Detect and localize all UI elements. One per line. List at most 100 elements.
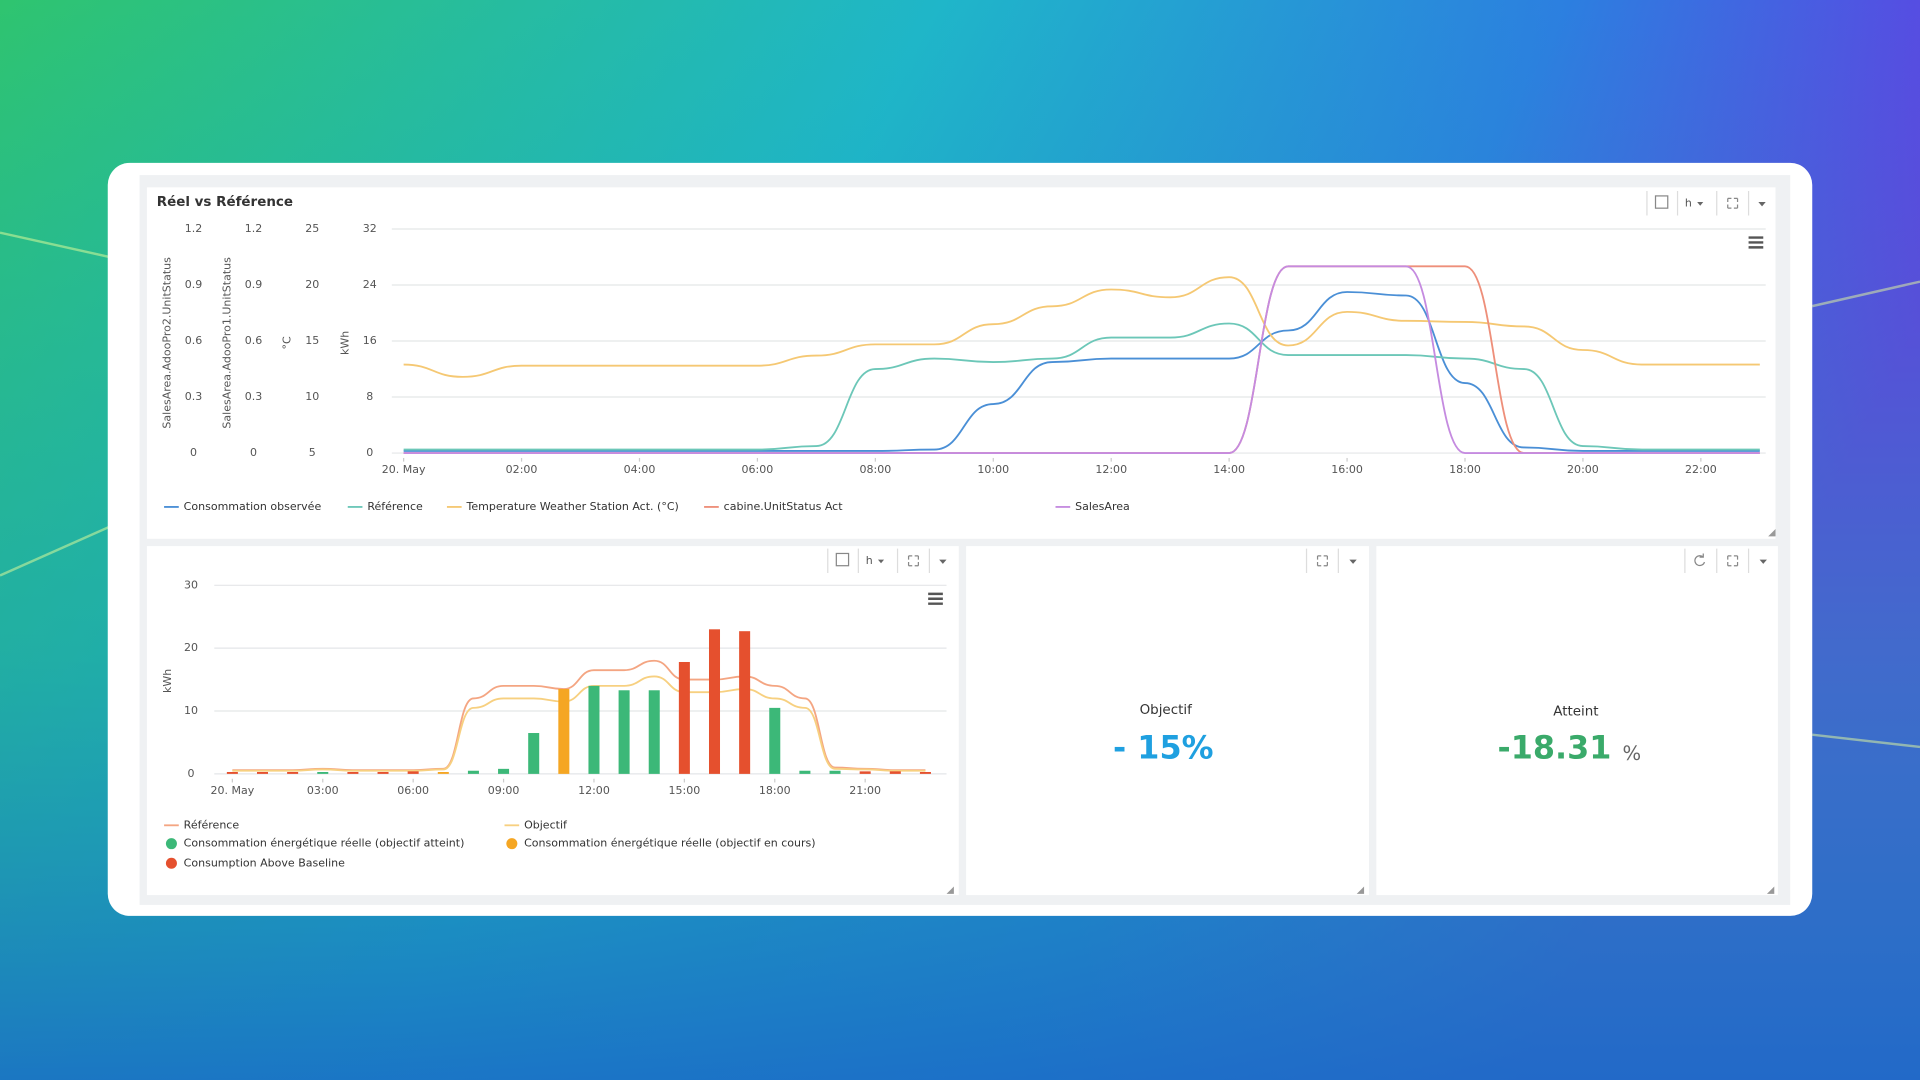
y-tick-label: 10 bbox=[305, 390, 319, 403]
range-button[interactable]: h bbox=[1685, 196, 1692, 209]
legend-label[interactable]: Temperature Weather Station Act. (°C) bbox=[466, 500, 679, 513]
fullscreen-button[interactable] bbox=[907, 555, 919, 567]
x-tick-label: 16:00 bbox=[1331, 463, 1363, 476]
y-tick-label: 24 bbox=[363, 278, 377, 291]
light-streak bbox=[0, 231, 1920, 749]
y-tick-label: 20 bbox=[305, 278, 319, 291]
fullscreen-button[interactable] bbox=[1316, 555, 1328, 567]
x-tick-label: 15:00 bbox=[668, 784, 700, 797]
toolbar bbox=[1305, 548, 1767, 574]
x-tick-label: 03:00 bbox=[307, 784, 339, 797]
x-tick-label: 06:00 bbox=[742, 463, 774, 476]
y-tick-label: 15 bbox=[305, 334, 319, 347]
y-tick-label: 0.3 bbox=[245, 390, 263, 403]
y-tick-label: 0.9 bbox=[185, 278, 203, 291]
y-tick-label: 1.2 bbox=[245, 222, 263, 235]
calendar-button[interactable] bbox=[835, 552, 850, 567]
y-tick-label: 0 bbox=[190, 446, 197, 459]
calendar-button[interactable] bbox=[1654, 195, 1669, 209]
bar bbox=[377, 771, 389, 774]
bar bbox=[226, 771, 238, 774]
legend-label[interactable]: Consommation énergétique réelle (objecti… bbox=[184, 837, 465, 850]
bar bbox=[739, 631, 751, 774]
bar bbox=[829, 770, 841, 774]
series-line bbox=[403, 265, 1760, 454]
y-axis-title: kWh bbox=[161, 669, 174, 693]
fullscreen-button[interactable] bbox=[1727, 197, 1739, 209]
series-line bbox=[403, 276, 1760, 378]
bar bbox=[407, 771, 419, 774]
bar bbox=[528, 733, 540, 774]
legend-label[interactable]: Consumption Above Baseline bbox=[184, 856, 345, 869]
toolbar: h bbox=[1646, 191, 1766, 249]
bar bbox=[708, 629, 721, 774]
legend-swatch bbox=[165, 838, 177, 850]
x-tick-label: 08:00 bbox=[859, 463, 891, 476]
panel bbox=[966, 546, 1369, 896]
kpi-value: - 15% bbox=[1113, 728, 1213, 766]
y-axis-title: kWh bbox=[338, 331, 351, 355]
menu-caret[interactable] bbox=[1758, 202, 1766, 207]
bar bbox=[859, 771, 871, 774]
legend-swatch bbox=[165, 857, 177, 869]
y-tick-label: 0.6 bbox=[185, 334, 203, 347]
menu-caret[interactable] bbox=[1759, 559, 1767, 564]
range-button[interactable]: h bbox=[866, 554, 873, 567]
kpi-label: Atteint bbox=[1553, 704, 1598, 719]
fullscreen-button[interactable] bbox=[1727, 555, 1739, 567]
legend-label[interactable]: Consommation observée bbox=[184, 500, 322, 513]
chart-menu[interactable] bbox=[1748, 236, 1764, 249]
x-tick-label: 04:00 bbox=[624, 463, 656, 476]
x-tick-label: 12:00 bbox=[578, 784, 610, 797]
legend-label[interactable]: Objectif bbox=[524, 818, 568, 831]
menu-caret[interactable] bbox=[939, 559, 947, 564]
legend-label[interactable]: SalesArea bbox=[1075, 500, 1130, 513]
legend-label[interactable]: Référence bbox=[184, 818, 240, 831]
separator bbox=[1684, 548, 1750, 574]
x-tick-label: 18:00 bbox=[759, 784, 791, 797]
x-tick-label: 12:00 bbox=[1095, 463, 1127, 476]
y-axis-title: SalesArea.AdooPro2.UnitStatus bbox=[161, 257, 174, 429]
bar bbox=[498, 768, 510, 774]
legend-label[interactable]: cabine.UnitStatus Act bbox=[724, 500, 844, 513]
chart-menu[interactable] bbox=[928, 592, 943, 605]
x-tick-label: 21:00 bbox=[849, 784, 881, 797]
x-tick-label: 20. May bbox=[382, 463, 426, 476]
x-tick-label: 10:00 bbox=[977, 463, 1009, 476]
bar bbox=[558, 689, 570, 774]
legend-swatch bbox=[506, 838, 518, 850]
bar bbox=[769, 707, 781, 774]
legend-label[interactable]: Consommation énergétique réelle (objecti… bbox=[524, 837, 816, 850]
range-caret bbox=[877, 559, 885, 564]
series-line bbox=[403, 291, 1760, 452]
x-tick-label: 20:00 bbox=[1567, 463, 1599, 476]
bar bbox=[618, 690, 630, 774]
x-tick-label: 09:00 bbox=[488, 784, 520, 797]
y-axis-title: SalesArea.AdooPro1.UnitStatus bbox=[221, 257, 234, 429]
panel bbox=[1376, 546, 1778, 896]
y-tick-label: 32 bbox=[363, 222, 377, 235]
x-tick-label: 02:00 bbox=[506, 463, 538, 476]
kpi-unit: % bbox=[1622, 742, 1641, 765]
kpi-label: Objectif bbox=[1140, 703, 1193, 718]
x-tick-label: 20. May bbox=[210, 784, 254, 797]
bar bbox=[317, 771, 329, 774]
panel bbox=[146, 187, 1776, 539]
y-axis-title: °C bbox=[281, 336, 294, 350]
bar bbox=[467, 770, 479, 774]
y-tick-label: 0 bbox=[250, 446, 257, 459]
toolbar: h bbox=[827, 548, 947, 605]
legend-label[interactable]: Référence bbox=[367, 500, 423, 513]
refresh-button[interactable] bbox=[1694, 553, 1706, 567]
menu-caret[interactable] bbox=[1349, 559, 1357, 564]
y-tick-label: 30 bbox=[184, 578, 198, 591]
bar bbox=[256, 771, 269, 774]
bar bbox=[919, 771, 931, 774]
y-tick-label: 0.6 bbox=[245, 334, 263, 347]
x-tick-label: 22:00 bbox=[1685, 463, 1717, 476]
bar bbox=[347, 771, 359, 774]
bar bbox=[889, 771, 901, 774]
y-tick-label: 0.9 bbox=[245, 278, 263, 291]
